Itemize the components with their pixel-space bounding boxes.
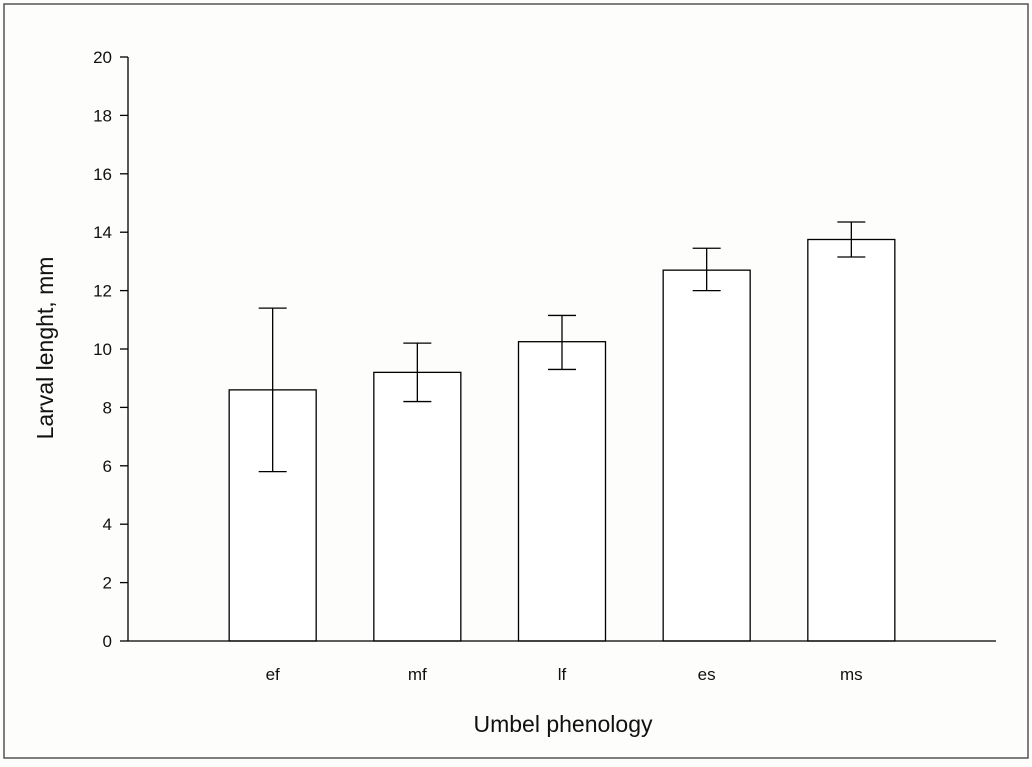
x-tick-label-ms: ms (840, 665, 863, 684)
x-tick-label-ef: ef (266, 665, 280, 684)
y-tick-label-18: 18 (93, 106, 112, 125)
bar-lf (517, 341, 607, 642)
bar-ms (807, 238, 896, 642)
y-axis: 0 2 4 6 8 10 12 14 16 18 20 (93, 48, 129, 651)
y-tick-label-0: 0 (103, 632, 112, 651)
error-bars-layer (258, 221, 866, 473)
x-tick-label-mf: mf (408, 665, 427, 684)
y-tick-label-20: 20 (93, 48, 112, 67)
y-tick-label-12: 12 (93, 282, 112, 301)
bars-layer (228, 238, 896, 642)
y-axis-title: Larval lenght, mm (32, 257, 58, 440)
y-tick-label-6: 6 (103, 457, 112, 476)
x-axis: ef mf lf es ms (128, 640, 996, 684)
bar-mf (373, 371, 462, 642)
bar-es (662, 269, 751, 642)
y-tick-label-8: 8 (103, 398, 112, 417)
y-tick-label-16: 16 (93, 165, 112, 184)
x-axis-title: Umbel phenology (473, 711, 653, 737)
x-tick-label-es: es (698, 665, 716, 684)
x-tick-label-lf: lf (558, 665, 567, 684)
y-tick-label-2: 2 (103, 574, 112, 593)
y-tick-label-4: 4 (103, 515, 112, 534)
y-tick-label-10: 10 (93, 340, 112, 359)
y-tick-label-14: 14 (93, 223, 112, 242)
